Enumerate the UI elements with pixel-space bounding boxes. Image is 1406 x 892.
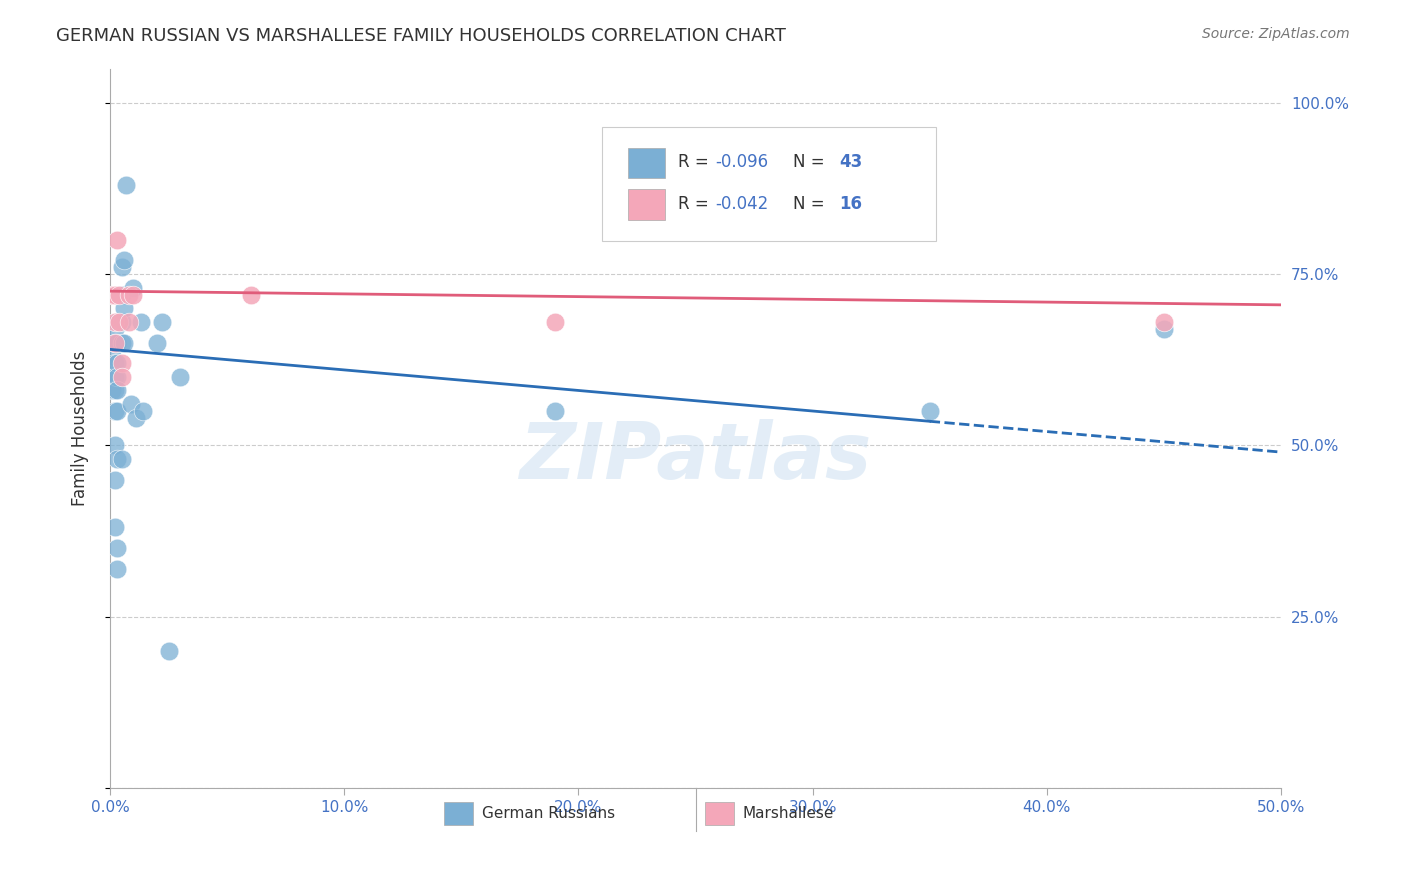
Point [105, 541, 128, 555]
Point [157, 644, 180, 658]
Point [104, 335, 127, 350]
Point [101, 287, 124, 301]
Point [146, 335, 169, 350]
FancyBboxPatch shape [627, 189, 665, 219]
Point [120, 397, 142, 411]
Point [105, 384, 128, 398]
Point [122, 287, 145, 301]
Point [104, 356, 127, 370]
Point [104, 404, 127, 418]
Text: ZIPatlas: ZIPatlas [519, 419, 872, 495]
Text: N =: N = [793, 153, 830, 171]
Point [104, 287, 127, 301]
Point [239, 287, 262, 301]
Point [108, 287, 131, 301]
Point [105, 452, 128, 467]
Text: -0.096: -0.096 [716, 153, 769, 171]
Point [129, 315, 152, 329]
Text: GERMAN RUSSIAN VS MARSHALLESE FAMILY HOUSEHOLDS CORRELATION CHART: GERMAN RUSSIAN VS MARSHALLESE FAMILY HOU… [56, 27, 786, 45]
Point [112, 301, 135, 316]
Point [105, 404, 128, 418]
Point [101, 384, 124, 398]
Point [1153, 322, 1175, 336]
Text: 16: 16 [839, 194, 863, 212]
Point [544, 404, 567, 418]
Point [104, 520, 127, 534]
Point [105, 561, 128, 575]
Point [101, 369, 124, 384]
FancyBboxPatch shape [444, 802, 472, 825]
FancyBboxPatch shape [704, 802, 734, 825]
Text: Source: ZipAtlas.com: Source: ZipAtlas.com [1202, 27, 1350, 41]
Point [169, 369, 191, 384]
Point [104, 473, 127, 487]
Point [918, 404, 941, 418]
Text: R =: R = [678, 153, 714, 171]
Point [111, 369, 134, 384]
Point [544, 315, 567, 329]
Point [101, 349, 124, 363]
FancyBboxPatch shape [602, 128, 935, 241]
Point [105, 315, 128, 329]
Point [105, 233, 128, 247]
Point [105, 335, 128, 350]
Point [112, 253, 135, 268]
Point [111, 287, 134, 301]
Text: Marshallese: Marshallese [742, 806, 834, 822]
Text: N =: N = [793, 194, 830, 212]
Point [118, 315, 141, 329]
Point [104, 369, 127, 384]
Point [118, 287, 141, 301]
Point [101, 287, 124, 301]
Point [122, 281, 145, 295]
Point [105, 287, 128, 301]
Text: 43: 43 [839, 153, 863, 171]
Text: German Russians: German Russians [482, 806, 616, 822]
Point [125, 410, 148, 425]
Point [111, 356, 134, 370]
Point [105, 369, 128, 384]
Point [104, 335, 127, 350]
Point [150, 315, 173, 329]
Point [112, 335, 135, 350]
Text: -0.042: -0.042 [716, 194, 769, 212]
Point [111, 315, 134, 329]
Text: R =: R = [678, 194, 714, 212]
FancyBboxPatch shape [627, 148, 665, 178]
Point [111, 452, 134, 467]
Point [104, 315, 127, 329]
Point [1153, 315, 1175, 329]
Point [104, 438, 127, 452]
Point [104, 384, 127, 398]
Point [104, 322, 127, 336]
Point [115, 178, 138, 192]
Point [108, 315, 131, 329]
Point [111, 260, 134, 275]
Point [111, 335, 134, 350]
Point [132, 404, 155, 418]
Y-axis label: Family Households: Family Households [72, 351, 89, 506]
Point [105, 356, 128, 370]
